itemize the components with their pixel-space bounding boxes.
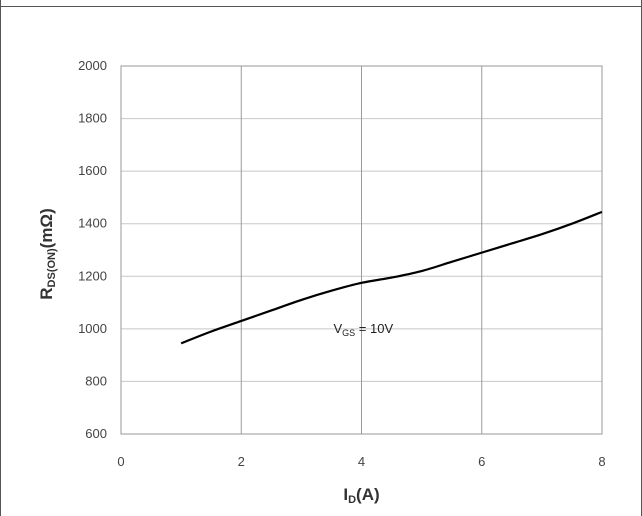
annotation-vgs: VGS = 10V [334,321,394,338]
x-tick-label: 4 [358,454,365,469]
x-tick-label: 6 [478,454,485,469]
ylabel-sub: DS(ON) [46,248,58,287]
plot-border [120,65,603,435]
y-tick-label: 1800 [78,111,107,126]
series-line [180,210,603,345]
y-axis-label: RDS(ON)(mΩ) [37,208,58,299]
y-tick-label: 1000 [78,321,107,336]
xlabel-main: I [343,485,348,504]
annotation-main: V [334,321,343,336]
x-tick-label: 2 [238,454,245,469]
axes [120,65,603,435]
ylabel-unit: (mΩ) [37,208,56,248]
y-tick-label: 1400 [78,216,107,231]
x-tick-label: 0 [117,454,124,469]
x-tick-label: 8 [598,454,605,469]
xlabel-sub: D [348,494,356,506]
y-tick-label: 800 [85,373,107,388]
xlabel-unit: (A) [356,485,380,504]
tick-labels: 600 800 1000 1200 1400 1600 1800 2000 0 2 4 6 8 [78,58,606,469]
top-rule [0,6,642,7]
annotation-sub: GS [342,328,355,338]
grid-lines [120,65,603,435]
x-axis-label: ID(A) [343,485,379,506]
y-tick-label: 1600 [78,163,107,178]
ylabel-main: R [37,287,56,299]
y-tick-label: 2000 [78,58,107,73]
y-tick-label: 1200 [78,268,107,283]
y-tick-label: 600 [85,426,107,441]
annotation-rest: = 10V [355,321,393,336]
